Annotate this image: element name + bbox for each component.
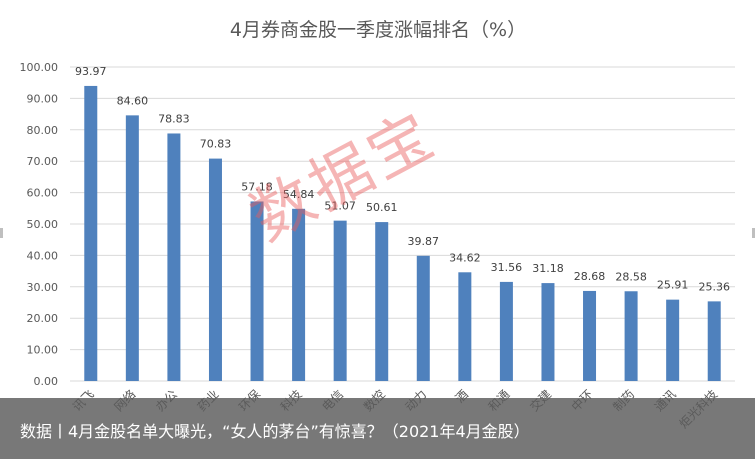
y-tick-label: 50.00 <box>27 218 59 231</box>
gridlines <box>70 66 735 382</box>
data-label: 93.97 <box>75 65 107 78</box>
data-label: 54.84 <box>283 188 315 201</box>
y-tick-label: 100.00 <box>20 61 59 74</box>
data-label: 51.07 <box>324 200 356 213</box>
data-label: 25.36 <box>698 280 730 293</box>
data-label: 25.91 <box>657 279 689 292</box>
bar <box>666 299 680 381</box>
y-tick-label: 80.00 <box>27 124 59 137</box>
data-label: 70.83 <box>200 138 232 151</box>
data-label: 39.87 <box>408 235 440 248</box>
bar <box>624 291 638 381</box>
data-label: 28.68 <box>574 270 606 283</box>
left-edge-mark <box>0 228 3 238</box>
y-tick-label: 70.00 <box>27 155 59 168</box>
caption-text: 数据丨4月金股名单大曝光，“女人的茅台”有惊喜？（2021年4月金股） <box>20 422 530 441</box>
bar <box>583 290 597 381</box>
bar <box>416 255 430 381</box>
data-label: 50.61 <box>366 201 398 214</box>
bar <box>208 158 222 381</box>
data-label: 78.83 <box>158 112 190 125</box>
y-tick-label: 60.00 <box>27 187 59 200</box>
bar <box>84 85 98 381</box>
bar <box>167 133 181 381</box>
caption-bar: 数据丨4月金股名单大曝光，“女人的茅台”有惊喜？（2021年4月金股） <box>0 398 755 459</box>
bar <box>541 283 555 381</box>
bar <box>333 220 347 381</box>
y-axis-ticks: 0.00 10.00 20.00 30.00 40.00 50.00 60.00 70.00 8… <box>20 61 59 388</box>
bars <box>84 85 721 381</box>
data-labels: 93.97 84.60 78.83 70.83 57.18 54.84 51.07 50.61… <box>75 65 730 293</box>
y-tick-label: 10.00 <box>27 344 59 357</box>
data-label: 57.18 <box>241 180 273 193</box>
y-tick-label: 90.00 <box>27 92 59 105</box>
bar <box>499 281 513 381</box>
right-edge-mark <box>752 228 755 238</box>
bar <box>250 201 264 381</box>
bar <box>458 272 472 381</box>
y-tick-label: 30.00 <box>27 281 59 294</box>
data-label: 28.58 <box>615 270 647 283</box>
bar <box>292 208 306 381</box>
y-tick-label: 40.00 <box>27 249 59 262</box>
bar <box>375 222 389 381</box>
bar <box>125 115 139 381</box>
y-tick-label: 20.00 <box>27 312 59 325</box>
y-tick-label: 0.00 <box>34 375 59 388</box>
chart-title: 4月券商金股一季度涨幅排名（%） <box>230 19 526 41</box>
data-label: 31.56 <box>491 261 523 274</box>
data-label: 34.62 <box>449 251 481 264</box>
data-label: 84.60 <box>117 94 149 107</box>
data-label: 31.18 <box>532 262 564 275</box>
bar <box>707 301 721 381</box>
